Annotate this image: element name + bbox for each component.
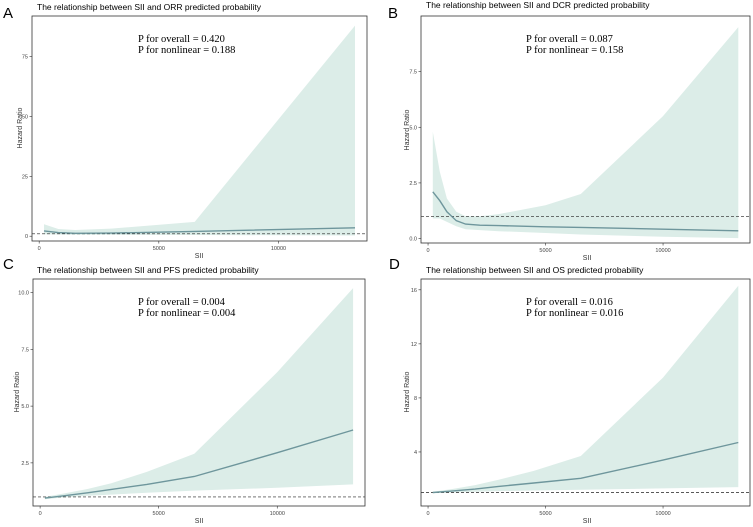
hazard-ratio-line	[432, 191, 739, 232]
plot-frame	[32, 278, 366, 507]
y-tick-label: 12	[411, 342, 417, 348]
x-tick-label: 10000	[655, 248, 670, 254]
y-tick-label: 2.5	[21, 461, 29, 467]
p-overall-annotation: P for overall = 0.420	[138, 34, 225, 45]
p-overall-annotation: P for overall = 0.016	[526, 297, 613, 308]
p-nonlinear-annotation: P for nonlinear = 0.016	[526, 308, 623, 319]
panel-letter: D	[389, 256, 400, 273]
chart-title: The relationship between SII and OS pred…	[426, 265, 644, 275]
y-tick-label: 50	[22, 115, 28, 121]
confidence-band	[432, 27, 739, 239]
y-tick-label: 8	[414, 396, 417, 402]
x-tick-label: 0	[39, 511, 42, 517]
x-tick-label: 10000	[270, 511, 285, 517]
plot-frame	[31, 15, 368, 242]
x-axis-label: SII	[583, 255, 592, 262]
x-tick-label: 5000	[539, 248, 551, 254]
y-tick-label: 4	[414, 450, 417, 456]
y-tick-label: 2.5	[409, 181, 417, 187]
y-tick-label: 7.5	[21, 347, 29, 353]
y-tick-label: 25	[22, 174, 28, 180]
hazard-ratio-line	[43, 227, 356, 235]
chart-title: The relationship between SII and DCR pre…	[426, 0, 650, 10]
y-tick-label: 16	[411, 288, 417, 294]
p-nonlinear-annotation: P for nonlinear = 0.004	[138, 308, 236, 319]
chart-title: The relationship between SII and ORR pre…	[37, 2, 262, 12]
panel-a: A The relationship between SII and ORR pr…	[3, 2, 368, 260]
hazard-ratio-line	[44, 429, 354, 499]
x-tick-label: 10000	[655, 511, 670, 517]
plot-frame	[420, 15, 751, 244]
x-tick-label: 5000	[153, 511, 165, 517]
p-overall-annotation: P for overall = 0.087	[526, 34, 613, 45]
chart-title: The relationship between SII and PFS pre…	[37, 265, 259, 275]
p-nonlinear-annotation: P for nonlinear = 0.158	[526, 45, 623, 56]
x-axis-label: SII	[583, 518, 592, 525]
x-tick-label: 5000	[539, 511, 551, 517]
y-tick-label: 0.0	[409, 237, 417, 243]
plot-frame	[420, 278, 751, 507]
panel-letter: A	[3, 5, 13, 22]
x-tick-label: 0	[427, 248, 430, 254]
x-axis-label: SII	[195, 253, 204, 260]
x-tick-label: 0	[38, 246, 41, 252]
p-overall-annotation: P for overall = 0.004	[138, 297, 226, 308]
y-axis-label: Hazard Ratio	[404, 371, 411, 412]
x-axis-label: SII	[195, 518, 204, 525]
p-nonlinear-annotation: P for nonlinear = 0.188	[138, 45, 235, 56]
panel-letter: C	[3, 256, 14, 273]
y-axis-label: Hazard Ratio	[404, 109, 411, 150]
y-tick-label: 5.0	[409, 125, 417, 131]
y-axis-label: Hazard Ratio	[17, 107, 24, 148]
y-axis-label: Hazard Ratio	[14, 371, 21, 412]
confidence-band	[432, 285, 739, 494]
y-tick-label: 0	[25, 234, 28, 240]
panel-c: C The relationship between SII and PFS pr…	[3, 256, 366, 525]
y-tick-label: 7.5	[409, 70, 417, 76]
confidence-band	[44, 288, 354, 500]
hazard-ratio-line	[432, 441, 739, 494]
panel-d: D The relationship between SII and OS pre…	[389, 256, 751, 525]
x-tick-label: 10000	[271, 246, 286, 252]
panel-b: B The relationship between SII and DCR pr…	[388, 0, 751, 262]
panel-letter: B	[388, 5, 398, 22]
x-tick-label: 5000	[153, 246, 165, 252]
y-tick-label: 10.0	[18, 291, 29, 297]
x-tick-label: 0	[427, 511, 430, 517]
y-tick-label: 5.0	[21, 404, 29, 410]
y-tick-label: 75	[22, 55, 28, 61]
confidence-band	[44, 25, 355, 236]
